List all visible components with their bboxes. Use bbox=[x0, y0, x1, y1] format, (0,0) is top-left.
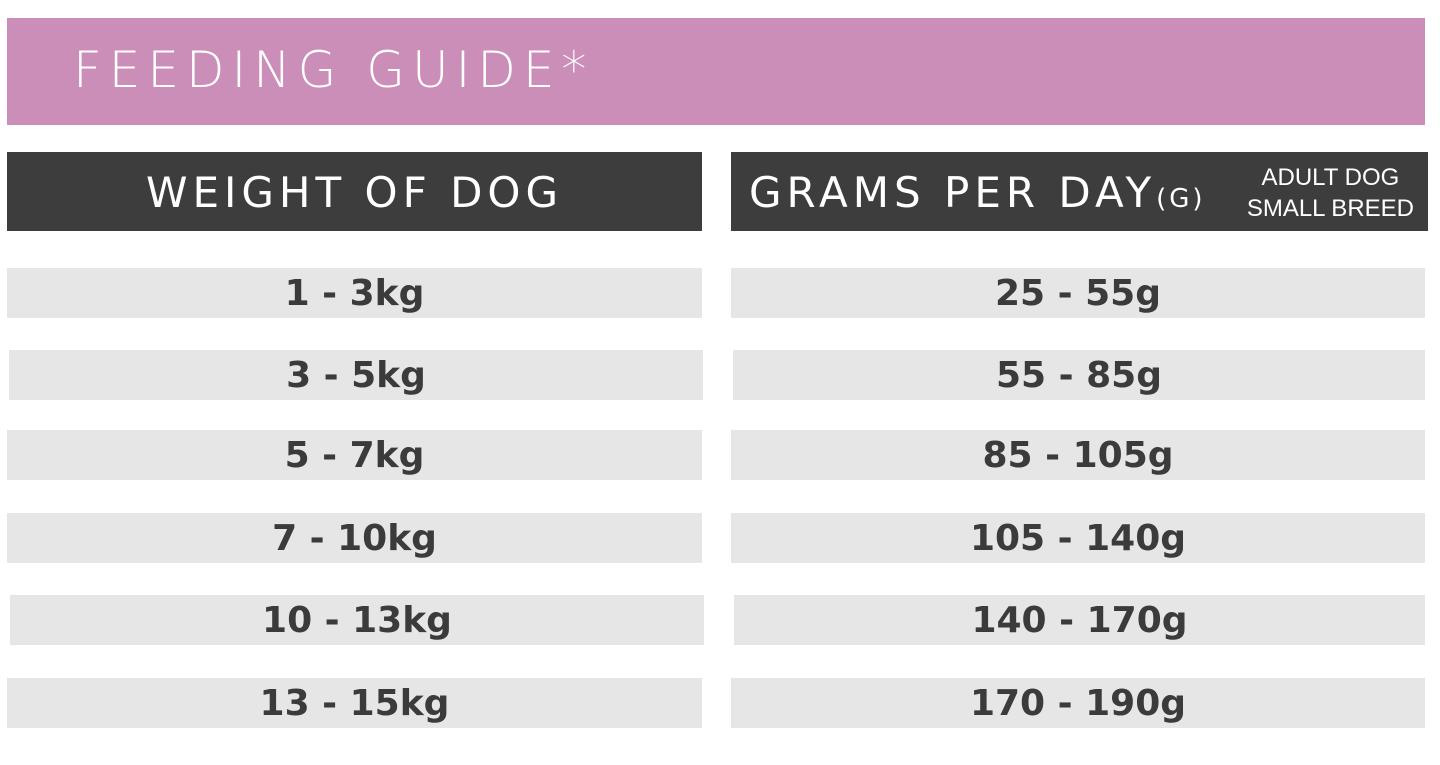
breed-note-line2: SMALL BREED bbox=[1246, 195, 1414, 222]
grams-value: 105 - 140g bbox=[969, 517, 1187, 559]
grams-cell: 170 - 190g bbox=[731, 678, 1425, 728]
grams-value: 85 - 105g bbox=[982, 434, 1174, 476]
weight-column-header: WEIGHT OF DOG bbox=[7, 152, 702, 231]
grams-column-header: GRAMS PER DAY(G) ADULT DOG SMALL BREED bbox=[731, 152, 1428, 231]
weight-value: 1 - 3kg bbox=[284, 272, 425, 314]
weight-cell: 10 - 13kg bbox=[10, 595, 704, 645]
grams-cell: 105 - 140g bbox=[731, 513, 1425, 563]
weight-value: 13 - 15kg bbox=[259, 682, 450, 724]
weight-cell: 1 - 3kg bbox=[7, 268, 702, 318]
grams-value: 55 - 85g bbox=[996, 354, 1162, 396]
weight-cell: 3 - 5kg bbox=[9, 350, 703, 400]
page-title: FEEDING GUIDE* bbox=[73, 41, 594, 99]
grams-header-label: GRAMS PER DAY(G) bbox=[749, 170, 1206, 222]
grams-cell: 85 - 105g bbox=[731, 430, 1425, 480]
weight-value: 3 - 5kg bbox=[286, 354, 426, 396]
grams-value: 25 - 55g bbox=[995, 272, 1161, 314]
weight-cell: 7 - 10kg bbox=[7, 513, 702, 563]
breed-note-line1: ADULT DOG bbox=[1261, 164, 1400, 191]
weight-value: 10 - 13kg bbox=[262, 599, 452, 641]
grams-header-text: GRAMS PER DAY bbox=[749, 168, 1157, 217]
grams-cell: 55 - 85g bbox=[733, 350, 1425, 400]
feeding-guide-banner: FEEDING GUIDE* bbox=[7, 18, 1425, 125]
grams-value: 140 - 170g bbox=[971, 599, 1188, 641]
weight-cell: 5 - 7kg bbox=[7, 430, 702, 480]
breed-note: ADULT DOG SMALL BREED bbox=[1247, 162, 1414, 224]
weight-cell: 13 - 15kg bbox=[7, 678, 702, 728]
weight-header-label: WEIGHT OF DOG bbox=[145, 168, 564, 217]
weight-value: 5 - 7kg bbox=[284, 434, 425, 476]
weight-value: 7 - 10kg bbox=[272, 517, 437, 559]
grams-cell: 140 - 170g bbox=[734, 595, 1425, 645]
grams-header-unit: (G) bbox=[1156, 184, 1206, 214]
grams-cell: 25 - 55g bbox=[731, 268, 1425, 318]
grams-value: 170 - 190g bbox=[969, 682, 1187, 724]
